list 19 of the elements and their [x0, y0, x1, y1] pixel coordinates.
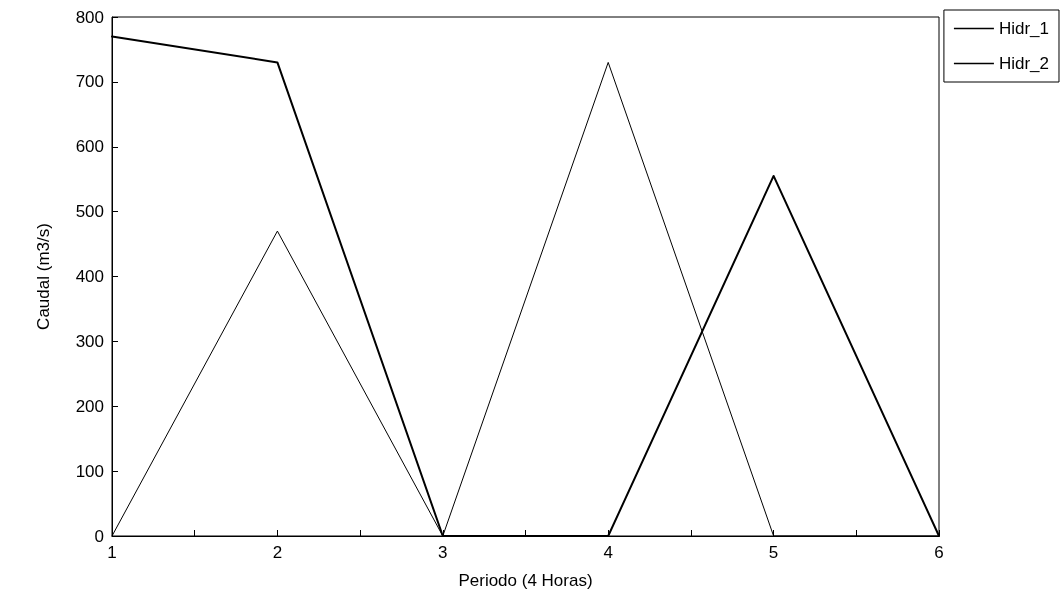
x-tick-label: 4 [603, 543, 613, 562]
legend-label: Hidr_2 [998, 54, 1050, 73]
y-tick-label: 300 [75, 331, 104, 351]
y-tick-label: 0 [94, 526, 104, 546]
y-tick-label: 800 [75, 7, 104, 27]
y-axis-title: Caudal (m3/s) [34, 223, 53, 330]
x-tick-label: 2 [272, 543, 283, 562]
legend-label: Hidr_1 [998, 19, 1050, 38]
x-tick-label: 6 [934, 543, 944, 562]
x-tick-label: 5 [768, 543, 779, 562]
x-tick-label: 1 [107, 543, 117, 562]
y-tick-label: 600 [75, 137, 104, 157]
y-tick-label: 500 [75, 202, 104, 222]
y-tick-label: 700 [75, 72, 104, 92]
y-tick-label: 100 [75, 461, 104, 481]
y-tick-label: 200 [75, 396, 104, 416]
x-axis-title: Periodo (4 Horas) [458, 571, 593, 590]
y-tick-label: 400 [75, 267, 104, 286]
x-tick-label: 3 [438, 543, 448, 562]
